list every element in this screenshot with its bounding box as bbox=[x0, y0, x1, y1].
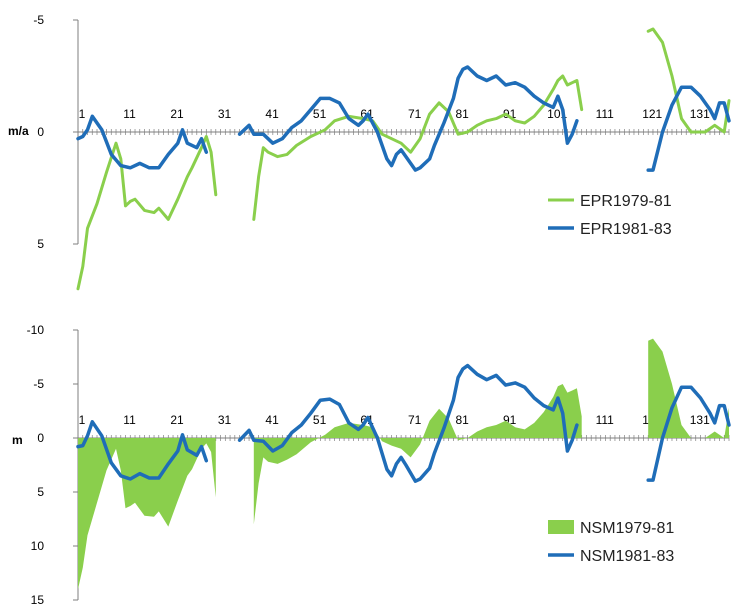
epr-legend-label: EPR1979-81 bbox=[580, 193, 672, 210]
nsm-x-tick-label: 41 bbox=[265, 413, 279, 427]
epr-x-tick-label: 131 bbox=[690, 107, 710, 121]
epr-series-1-line-segment bbox=[646, 85, 731, 172]
epr-y-tick-label: 0 bbox=[37, 125, 44, 139]
epr-legend-label: EPR1981-83 bbox=[580, 221, 672, 238]
nsm-x-tick-label: 51 bbox=[313, 413, 327, 427]
nsm-series-1-line-segment bbox=[237, 363, 579, 483]
epr-x-tick-label: 111 bbox=[596, 107, 615, 121]
nsm-y-tick-label: 10 bbox=[31, 539, 45, 553]
epr-x-tick-label: 1 bbox=[79, 107, 86, 121]
epr-x-tick-label: 121 bbox=[642, 107, 662, 121]
epr-x-tick-label: 41 bbox=[265, 107, 279, 121]
epr-y-tick-label: -5 bbox=[33, 13, 44, 27]
nsm-legend-label: NSM1981-83 bbox=[580, 548, 674, 565]
nsm-y-tick-label: 0 bbox=[37, 431, 44, 445]
nsm-x-tick-label: 131 bbox=[690, 413, 710, 427]
epr-x-tick-label: 81 bbox=[455, 107, 469, 121]
epr-series-1-line-segment bbox=[237, 65, 579, 172]
nsm-series-0-area-segment bbox=[253, 384, 582, 525]
nsm-x-tick-label: 111 bbox=[596, 413, 615, 427]
epr-x-tick-label: 11 bbox=[123, 107, 136, 121]
nsm-legend-label: NSM1979-81 bbox=[580, 520, 674, 537]
epr-series-1-line-segment bbox=[76, 114, 209, 170]
nsm-x-tick-label: 71 bbox=[408, 413, 422, 427]
epr-y-tick-label: 5 bbox=[37, 237, 44, 251]
nsm-chart: m -10-5051015111213141516171819110111112… bbox=[12, 323, 731, 605]
nsm-legend-swatch bbox=[548, 520, 574, 534]
epr-x-tick-label: 91 bbox=[503, 107, 517, 121]
nsm-y-axis-label: m bbox=[12, 433, 23, 447]
nsm-x-tick-label: 81 bbox=[455, 413, 469, 427]
epr-x-tick-label: 71 bbox=[408, 107, 422, 121]
nsm-x-tick-label: 21 bbox=[170, 413, 184, 427]
nsm-series-0-area-segment bbox=[78, 438, 216, 590]
epr-x-tick-label: 21 bbox=[170, 107, 184, 121]
nsm-y-tick-label: 15 bbox=[31, 593, 45, 605]
nsm-y-tick-label: -5 bbox=[33, 377, 44, 391]
nsm-y-tick-label: 5 bbox=[37, 485, 44, 499]
nsm-x-tick-label: 1 bbox=[79, 413, 86, 427]
epr-series-0-line-segment bbox=[76, 135, 218, 291]
epr-x-tick-label: 51 bbox=[313, 107, 327, 121]
epr-series-0-line-segment bbox=[252, 74, 584, 221]
epr-y-axis-label: m/a bbox=[8, 124, 29, 138]
nsm-y-tick-label: -10 bbox=[27, 323, 45, 337]
nsm-series-1-line-segment bbox=[646, 385, 731, 482]
nsm-x-tick-label: 31 bbox=[218, 413, 232, 427]
epr-x-tick-label: 31 bbox=[218, 107, 232, 121]
epr-series-0-line-segment bbox=[646, 27, 731, 134]
nsm-series-0-area-segment bbox=[648, 338, 729, 438]
nsm-series-1-line-segment bbox=[76, 420, 209, 481]
nsm-x-tick-label: 11 bbox=[123, 413, 136, 427]
